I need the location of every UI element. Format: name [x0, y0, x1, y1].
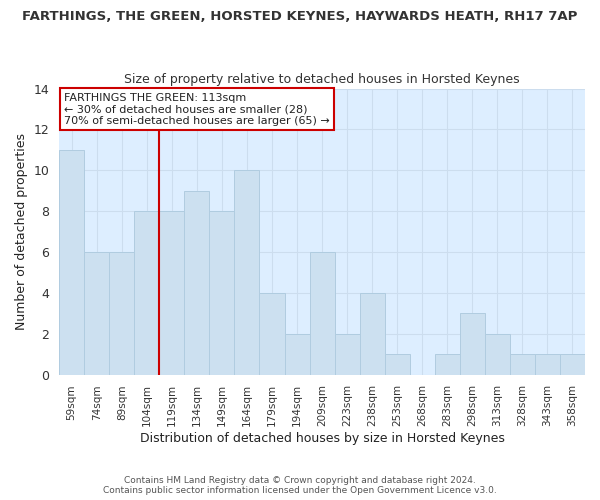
- Bar: [259, 293, 284, 374]
- Bar: [359, 293, 385, 374]
- Bar: [109, 252, 134, 374]
- Bar: [310, 252, 335, 374]
- Bar: [235, 170, 259, 374]
- Bar: [184, 190, 209, 374]
- Text: FARTHINGS THE GREEN: 113sqm
← 30% of detached houses are smaller (28)
70% of sem: FARTHINGS THE GREEN: 113sqm ← 30% of det…: [64, 92, 330, 126]
- X-axis label: Distribution of detached houses by size in Horsted Keynes: Distribution of detached houses by size …: [140, 432, 505, 445]
- Bar: [335, 334, 359, 374]
- Bar: [134, 211, 160, 374]
- Bar: [560, 354, 585, 374]
- Bar: [535, 354, 560, 374]
- Bar: [209, 211, 235, 374]
- Bar: [59, 150, 84, 374]
- Title: Size of property relative to detached houses in Horsted Keynes: Size of property relative to detached ho…: [124, 73, 520, 86]
- Bar: [284, 334, 310, 374]
- Bar: [510, 354, 535, 374]
- Bar: [460, 314, 485, 374]
- Bar: [385, 354, 410, 374]
- Bar: [84, 252, 109, 374]
- Bar: [160, 211, 184, 374]
- Text: FARTHINGS, THE GREEN, HORSTED KEYNES, HAYWARDS HEATH, RH17 7AP: FARTHINGS, THE GREEN, HORSTED KEYNES, HA…: [22, 10, 578, 23]
- Text: Contains HM Land Registry data © Crown copyright and database right 2024.
Contai: Contains HM Land Registry data © Crown c…: [103, 476, 497, 495]
- Bar: [485, 334, 510, 374]
- Bar: [435, 354, 460, 374]
- Y-axis label: Number of detached properties: Number of detached properties: [15, 133, 28, 330]
